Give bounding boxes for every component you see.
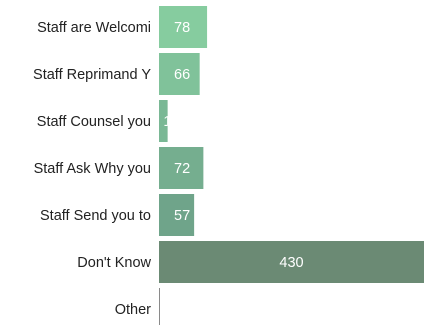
bar-3 — [159, 147, 204, 189]
bars-group — [159, 6, 424, 325]
value-label-1: 66 — [174, 67, 190, 83]
value-labels-group: 78 66 14 72 57 430 — [163, 20, 303, 271]
value-label-3: 72 — [174, 161, 190, 177]
category-label-5: Don't Know — [77, 255, 151, 271]
category-label-6: Other — [115, 302, 151, 318]
category-labels-group: Staff are Welcomi Staff Reprimand Y Staff … — [33, 20, 151, 318]
bar-6 — [159, 288, 160, 325]
bar-2 — [159, 100, 168, 142]
value-label-5: 430 — [279, 255, 303, 271]
bar-4 — [159, 194, 195, 236]
category-label-3: Staff Ask Why you — [34, 161, 151, 177]
bar-0 — [159, 6, 208, 48]
category-label-1: Staff Reprimand Y — [33, 67, 151, 83]
category-label-2: Staff Counsel you — [37, 114, 151, 130]
value-label-0: 78 — [174, 20, 190, 36]
value-label-4: 57 — [174, 208, 190, 224]
value-label-2: 14 — [163, 114, 179, 130]
bar-5 — [159, 241, 424, 283]
bar-1 — [159, 53, 200, 95]
category-label-4: Staff Send you to — [40, 208, 151, 224]
category-label-0: Staff are Welcomi — [37, 20, 151, 36]
